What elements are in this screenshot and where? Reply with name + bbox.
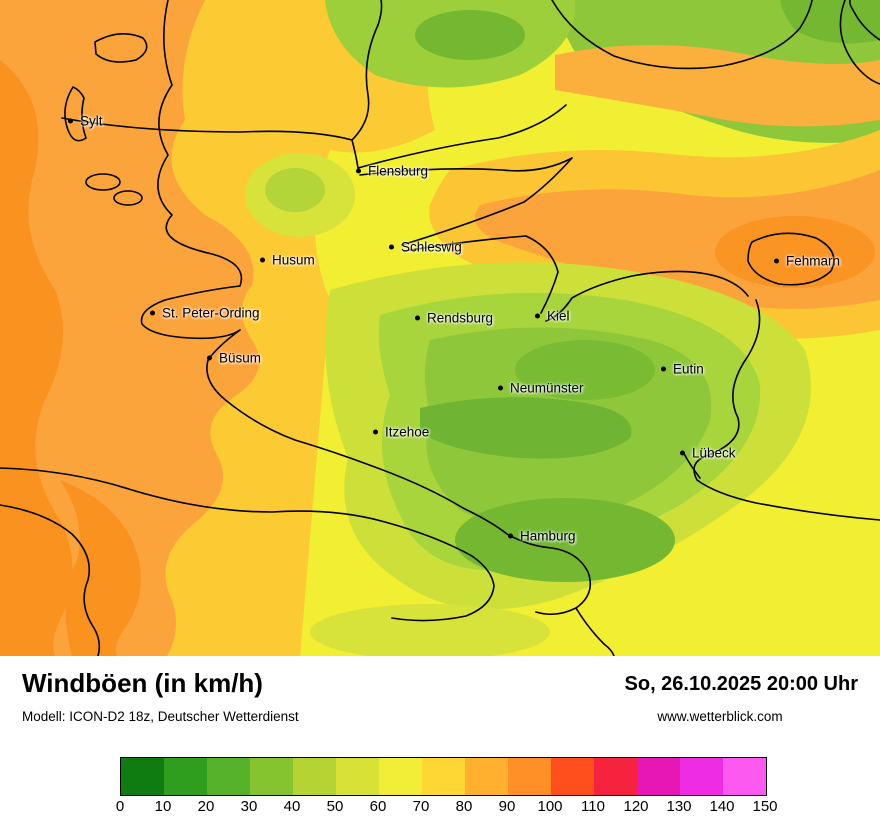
legend-cell — [465, 758, 508, 795]
city-dot-icon — [150, 310, 155, 316]
page-title: Windböen (in km/h) — [22, 668, 263, 698]
legend-cell — [422, 758, 465, 795]
city-dot-icon — [373, 429, 378, 435]
legend-cell — [293, 758, 336, 795]
legend-tick-label: 10 — [154, 798, 172, 815]
legend-cell — [250, 758, 293, 795]
wind-map-graphic — [0, 0, 880, 656]
city-dot-icon — [661, 366, 666, 372]
city-label: Rendsburg — [427, 310, 494, 326]
legend-tick-label: 40 — [283, 798, 301, 815]
city-marker: Neumünster — [498, 381, 584, 396]
city-label: Schleswig — [401, 239, 462, 255]
legend-tick-label: 110 — [581, 798, 605, 815]
legend-cell — [723, 758, 766, 795]
city-marker: Hamburg — [508, 529, 576, 544]
footer: Windböen (in km/h) So, 26.10.2025 20:00 … — [0, 656, 880, 830]
legend-tick-label: 100 — [537, 798, 563, 815]
legend-tick-label: 60 — [369, 798, 387, 815]
city-marker: Husum — [260, 253, 315, 268]
city-dot-icon — [415, 315, 420, 321]
legend-cell — [508, 758, 551, 795]
city-marker: Flensburg — [356, 164, 428, 179]
legend-cell — [164, 758, 207, 795]
city-marker: Schleswig — [389, 240, 462, 255]
city-label: Flensburg — [368, 163, 429, 179]
city-label: Büsum — [219, 350, 262, 366]
city-label: Hamburg — [520, 528, 576, 544]
city-label: Neumünster — [510, 380, 584, 396]
city-label: Lübeck — [692, 445, 736, 461]
city-label: Itzehoe — [385, 424, 430, 440]
legend-cell — [680, 758, 723, 795]
legend-cell — [637, 758, 680, 795]
city-dot-icon — [207, 355, 212, 361]
city-dot-icon — [680, 450, 685, 456]
city-marker: Itzehoe — [373, 425, 429, 440]
city-dot-icon — [389, 244, 394, 250]
legend-cell — [379, 758, 422, 795]
city-label: St. Peter-Ording — [162, 305, 260, 321]
city-dot-icon — [498, 385, 503, 391]
city-dot-icon — [68, 118, 73, 124]
legend-tick-label: 120 — [623, 798, 649, 815]
city-label: Kiel — [547, 308, 570, 324]
legend-cell — [207, 758, 250, 795]
city-marker: Lübeck — [680, 446, 736, 461]
legend-tick-label: 0 — [115, 798, 125, 815]
legend-tick-label: 150 — [752, 798, 778, 815]
map-area: Sylt Flensburg Schleswig Husum Fehmarn St. Pe… — [0, 0, 880, 656]
legend-tick-label: 30 — [240, 798, 258, 815]
legend-tick-label: 140 — [709, 798, 735, 815]
city-marker: Sylt — [68, 114, 103, 129]
city-label: Husum — [272, 252, 315, 268]
city-dot-icon — [260, 257, 265, 263]
city-dot-icon — [508, 533, 513, 539]
city-dot-icon — [356, 168, 361, 174]
legend-tick-label: 70 — [412, 798, 430, 815]
forecast-datetime: So, 26.10.2025 20:00 Uhr — [624, 673, 858, 695]
website-url: www.wetterblick.com — [657, 709, 783, 724]
legend-cell — [551, 758, 594, 795]
city-marker: Rendsburg — [415, 311, 493, 326]
legend-tick-label: 130 — [666, 798, 692, 815]
legend-cell — [594, 758, 637, 795]
city-marker: Eutin — [661, 362, 704, 377]
model-info: Modell: ICON-D2 18z, Deutscher Wetterdie… — [22, 709, 299, 724]
legend-tick-label: 20 — [197, 798, 215, 815]
city-marker: Fehmarn — [774, 254, 840, 269]
legend-cell — [121, 758, 164, 795]
city-label: Sylt — [80, 113, 103, 129]
city-marker: Büsum — [207, 351, 261, 366]
city-dot-icon — [774, 258, 779, 264]
legend-tick-label: 50 — [326, 798, 344, 815]
city-markers-layer: Sylt Flensburg Schleswig Husum Fehmarn St. Pe… — [68, 114, 840, 544]
city-marker: St. Peter-Ording — [150, 306, 260, 321]
city-label: Fehmarn — [786, 253, 841, 269]
legend-tick-label: 90 — [498, 798, 516, 815]
city-marker: Kiel — [535, 309, 570, 324]
wind-speed-legend-bar — [120, 757, 767, 796]
legend-cell — [336, 758, 379, 795]
wind-speed-legend-ticks: 0 10 20 30 40 50 60 70 80 90 100 110 120 130 140 150 — [0, 798, 880, 818]
city-label: Eutin — [673, 361, 704, 377]
city-dot-icon — [535, 313, 540, 319]
legend-tick-label: 80 — [455, 798, 473, 815]
